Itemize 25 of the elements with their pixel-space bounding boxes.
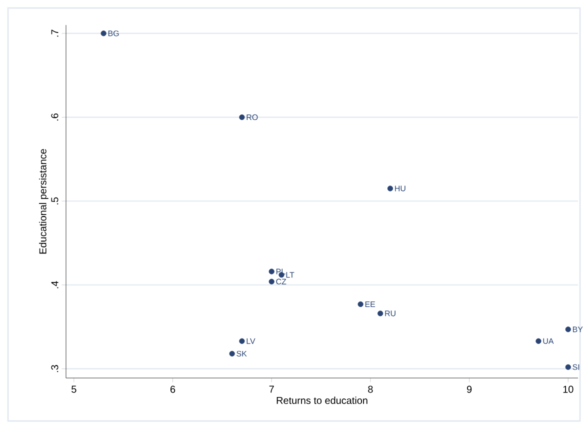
point xyxy=(565,326,571,332)
y-tick-label: .6 xyxy=(51,114,58,120)
point xyxy=(100,30,106,36)
point xyxy=(378,310,384,316)
x-tick-label: 6 xyxy=(170,386,176,393)
x-tick-label: 8 xyxy=(368,386,373,393)
point xyxy=(239,338,245,344)
y-tick-label: .7 xyxy=(51,30,58,37)
point xyxy=(239,114,245,120)
x-tick-label: 10 xyxy=(563,386,574,393)
x-tick-label: 5 xyxy=(72,386,76,393)
point xyxy=(268,278,274,284)
point xyxy=(565,364,571,370)
point xyxy=(387,186,394,192)
y-axis-title: Educational persistance xyxy=(39,149,48,254)
point xyxy=(268,268,274,274)
point xyxy=(536,338,542,344)
point xyxy=(229,350,235,356)
x-tick-label: 9 xyxy=(466,386,472,393)
y-tick-label: .3 xyxy=(51,365,58,372)
y-tick-label: .5 xyxy=(51,197,58,204)
y-tick-label: .4 xyxy=(51,281,58,288)
x-tick-label: 7 xyxy=(269,386,274,393)
x-axis-title: Returns to education xyxy=(276,396,368,404)
point xyxy=(358,301,364,308)
